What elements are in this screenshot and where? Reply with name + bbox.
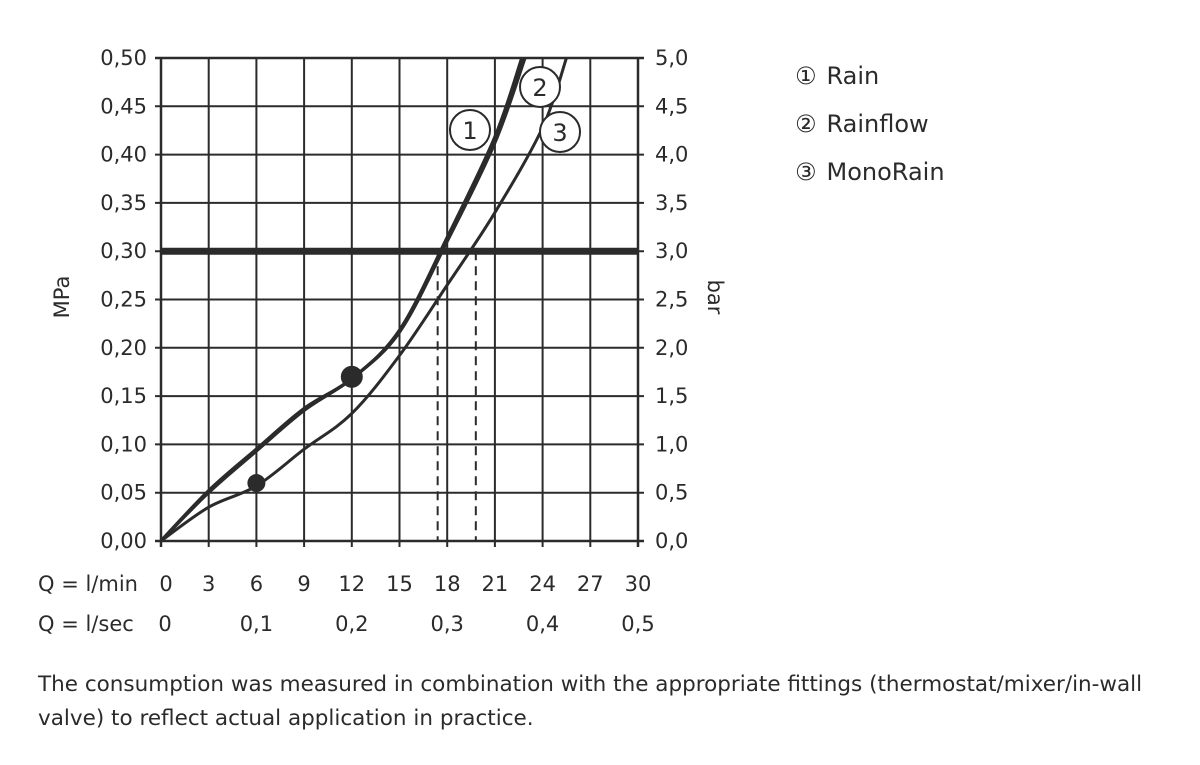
legend-marker: ① [795, 62, 817, 90]
x-tick-label: 0 [158, 612, 171, 636]
legend-marker: ② [795, 110, 817, 138]
y-tick-left: 0,25 [100, 288, 147, 312]
curve-marker-circle [539, 111, 581, 153]
legend: ① Rain ② Rainflow ③ MonoRain [795, 52, 945, 196]
x-tick-label: 0,4 [526, 612, 559, 636]
y-tick-right: 2,0 [655, 336, 688, 360]
y-tick-right: 5,0 [655, 46, 688, 70]
y-tick-right: 1,0 [655, 432, 688, 456]
x-tick-label: 15 [386, 572, 413, 596]
x-axis-label-row: Q = l/sec [38, 612, 134, 636]
y-tick-right: 0,5 [655, 481, 688, 505]
x-tick-label: 0,5 [621, 612, 654, 636]
curve-marker-circle [519, 66, 561, 108]
x-tick-label: 6 [250, 572, 263, 596]
y-tick-left: 0,45 [100, 94, 147, 118]
x-tick-label: 0,2 [335, 612, 368, 636]
y-tick-right: 3,0 [655, 239, 688, 263]
y-tick-left: 0,35 [100, 191, 147, 215]
y-tick-right: 3,5 [655, 191, 688, 215]
curve-marker-label: 3 [552, 119, 567, 147]
y-tick-left: 0,05 [100, 481, 147, 505]
x-tick-label: 27 [577, 572, 604, 596]
y-tick-left: 0,00 [100, 529, 147, 553]
x-tick-label: 0,1 [240, 612, 273, 636]
footnote: The consumption was measured in combinat… [38, 672, 1143, 731]
data-point-marker [340, 365, 363, 388]
y-axis-label-right: bar [703, 280, 727, 315]
curve-marker-label: 2 [532, 74, 547, 102]
y-tick-left: 0,10 [100, 432, 147, 456]
legend-item-rain: ① Rain [795, 52, 945, 100]
x-tick-label: 0 [159, 572, 172, 596]
legend-label: MonoRain [826, 158, 945, 186]
series-line-rainflow [161, 57, 527, 542]
y-tick-left: 0,20 [100, 336, 147, 360]
y-tick-left: 0,40 [100, 143, 147, 167]
y-tick-right: 0,0 [655, 529, 688, 553]
legend-item-rainflow: ② Rainflow [795, 100, 945, 148]
y-tick-right: 1,5 [655, 384, 688, 408]
legend-marker: ③ [795, 158, 817, 186]
y-tick-left: 0,15 [100, 384, 147, 408]
y-tick-right: 4,0 [655, 143, 688, 167]
legend-label: Rainflow [826, 110, 929, 138]
y-tick-right: 4,5 [655, 94, 688, 118]
x-tick-label: 21 [482, 572, 509, 596]
x-tick-label: 30 [625, 572, 652, 596]
y-tick-left: 0,30 [100, 239, 147, 263]
x-tick-label: 0,3 [430, 612, 463, 636]
x-axis-label-row: Q = l/min [38, 572, 138, 596]
y-tick-right: 2,5 [655, 288, 688, 312]
x-tick-label: 12 [338, 572, 365, 596]
legend-label: Rain [826, 62, 880, 90]
data-point-marker [247, 474, 266, 493]
curve-marker-label: 1 [462, 117, 477, 145]
curve-marker-circle [449, 109, 491, 151]
x-tick-label: 9 [297, 572, 310, 596]
series-line-monorain [161, 57, 568, 542]
y-axis-label-left: MPa [50, 276, 74, 319]
x-tick-label: 3 [202, 572, 215, 596]
x-tick-label: 24 [529, 572, 556, 596]
legend-item-monorain: ③ MonoRain [795, 148, 945, 196]
y-tick-left: 0,50 [100, 46, 147, 70]
x-tick-label: 18 [434, 572, 461, 596]
